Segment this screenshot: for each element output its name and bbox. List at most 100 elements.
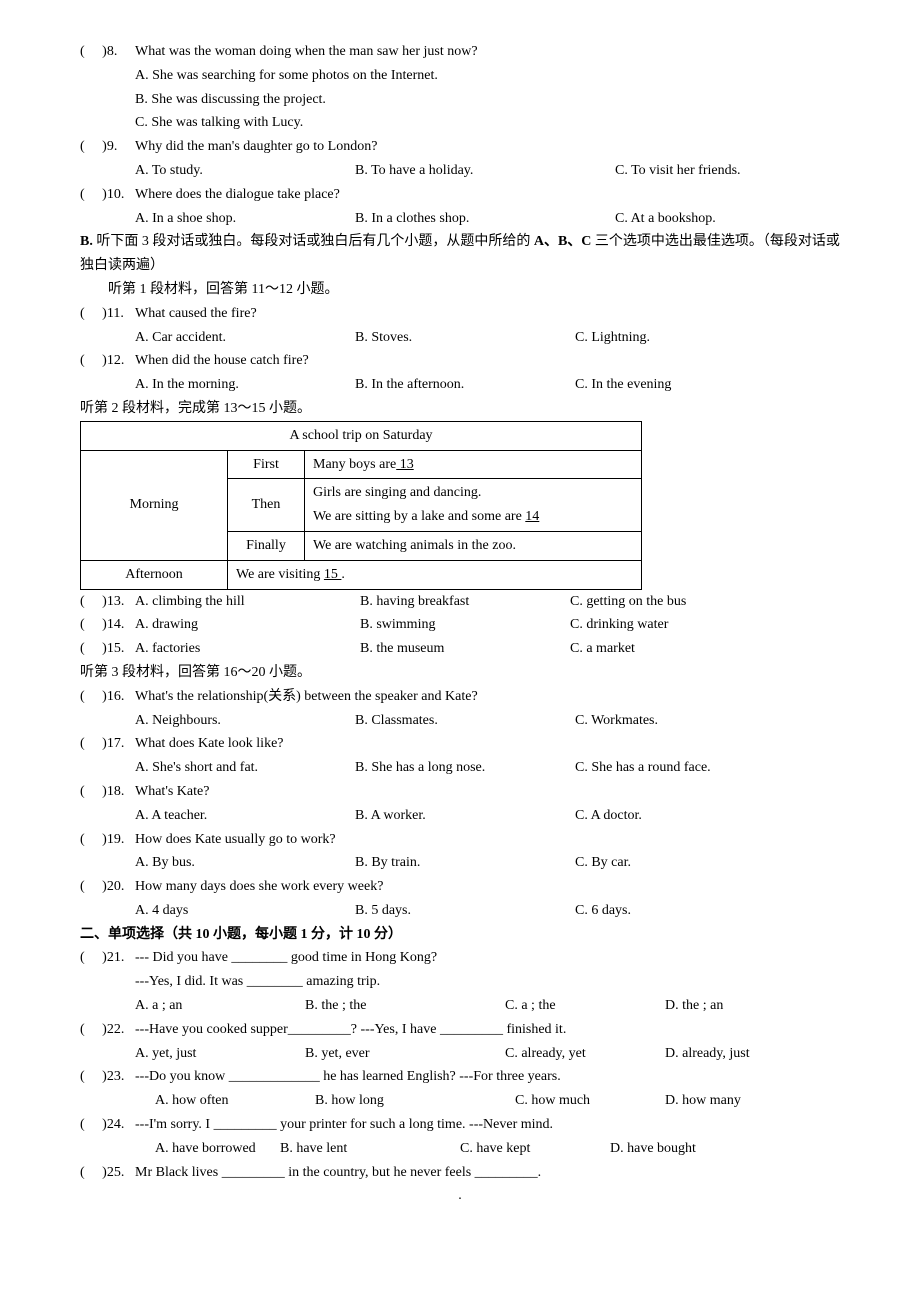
opt-b: B. A worker.	[355, 804, 575, 828]
opt-a: A. climbing the hill	[135, 590, 360, 614]
opt-a: A. To study.	[135, 159, 355, 183]
options: A. have borrowed B. have lent C. have ke…	[80, 1137, 840, 1161]
opt-c: C. A doctor.	[575, 804, 642, 828]
opt-c: C. To visit her friends.	[615, 159, 741, 183]
opt-c: C. have kept	[460, 1137, 610, 1161]
trip-table: A school trip on Saturday Morning First …	[80, 421, 642, 590]
opt-b: B. how long	[315, 1089, 515, 1113]
opt-c: C. 6 days.	[575, 899, 631, 923]
question-text: ---I'm sorry. I _________ your printer f…	[135, 1113, 840, 1137]
opt-b: B. swimming	[360, 613, 570, 637]
trip-then: Then	[228, 479, 305, 532]
question-text: What does Kate look like?	[135, 732, 840, 756]
paren: ( )22.	[80, 1018, 135, 1042]
options: A. She was searching for some photos on …	[80, 64, 840, 135]
question-text: ---Do you know _____________ he has lear…	[135, 1065, 840, 1089]
section-b-label: B.	[80, 234, 93, 249]
paren: ( )9.	[80, 135, 135, 159]
paren: ( )17.	[80, 732, 135, 756]
opt-d: D. already, just	[665, 1042, 750, 1066]
opt-a: A. She's short and fat.	[135, 756, 355, 780]
opt-b: B. To have a holiday.	[355, 159, 615, 183]
opt-d: D. the ; an	[665, 994, 723, 1018]
options: A. By bus. B. By train. C. By car.	[80, 851, 840, 875]
trip-row2: Girls are singing and dancing. We are si…	[305, 479, 642, 532]
question-18: ( )18. What's Kate?	[80, 780, 840, 804]
options: A. a ; an B. the ; the C. a ; the D. the…	[80, 994, 840, 1018]
paren: ( )24.	[80, 1113, 135, 1137]
paren: ( )11.	[80, 302, 135, 326]
opt-b: B. In the afternoon.	[355, 373, 575, 397]
paren: ( )14.	[80, 613, 135, 637]
question-24: ( )24. ---I'm sorry. I _________ your pr…	[80, 1113, 840, 1137]
trip-finally: Finally	[228, 531, 305, 560]
question-16: ( )16. What's the relationship(关系) betwe…	[80, 685, 840, 709]
options: A. factories B. the museum C. a market	[135, 637, 840, 661]
question-14: ( )14. A. drawing B. swimming C. drinkin…	[80, 613, 840, 637]
opt-c: C. already, yet	[505, 1042, 665, 1066]
options: A. A teacher. B. A worker. C. A doctor.	[80, 804, 840, 828]
opt-b: B. yet, ever	[305, 1042, 505, 1066]
opt-b: B. 5 days.	[355, 899, 575, 923]
paren: ( )19.	[80, 828, 135, 852]
opt-b: B. having breakfast	[360, 590, 570, 614]
trip-title: A school trip on Saturday	[81, 421, 642, 450]
trip-first: First	[228, 450, 305, 479]
question-text: How many days does she work every week?	[135, 875, 840, 899]
options: A. In the morning. B. In the afternoon. …	[80, 373, 840, 397]
opt-a: A. Neighbours.	[135, 709, 355, 733]
opt-c: C. a ; the	[505, 994, 665, 1018]
opt-b: B. By train.	[355, 851, 575, 875]
question-text: --- Did you have ________ good time in H…	[135, 946, 840, 970]
question-text: ---Have you cooked supper_________? ---Y…	[135, 1018, 840, 1042]
paren: ( )13.	[80, 590, 135, 614]
question-21-line2: ---Yes, I did. It was ________ amazing t…	[80, 970, 840, 994]
paren: ( )20.	[80, 875, 135, 899]
question-21: ( )21. --- Did you have ________ good ti…	[80, 946, 840, 970]
opt-a: A. In the morning.	[135, 373, 355, 397]
trip-row4: We are visiting 15 .	[228, 560, 642, 589]
trip-morning: Morning	[81, 450, 228, 560]
question-13: ( )13. A. climbing the hill B. having br…	[80, 590, 840, 614]
question-text: What caused the fire?	[135, 302, 840, 326]
question-20: ( )20. How many days does she work every…	[80, 875, 840, 899]
opt-b: B. She was discussing the project.	[135, 88, 840, 112]
opt-d: D. how many	[665, 1089, 741, 1113]
question-text: How does Kate usually go to work?	[135, 828, 840, 852]
options: A. drawing B. swimming C. drinking water	[135, 613, 840, 637]
opt-c: C. In the evening	[575, 373, 671, 397]
paren: ( )21.	[80, 946, 135, 970]
question-text: Mr Black lives _________ in the country,…	[135, 1161, 840, 1185]
passage-3-header: 听第 3 段材料，回答第 16～20 小题。	[80, 661, 840, 685]
options: A. climbing the hill B. having breakfast…	[135, 590, 840, 614]
passage-2-header: 听第 2 段材料，完成第 13～15 小题。	[80, 397, 840, 421]
paren: ( )25.	[80, 1161, 135, 1185]
section-b-header: B. 听下面 3 段对话或独白。每段对话或独白后有几个小题，从题中所给的 A、B…	[80, 230, 840, 278]
opt-a: A. A teacher.	[135, 804, 355, 828]
options: A. how often B. how long C. how much D. …	[80, 1089, 840, 1113]
options: A. yet, just B. yet, ever C. already, ye…	[80, 1042, 840, 1066]
question-10: ( )10. Where does the dialogue take plac…	[80, 183, 840, 207]
opt-c: C. She has a round face.	[575, 756, 711, 780]
trip-afternoon: Afternoon	[81, 560, 228, 589]
opt-a: A. 4 days	[135, 899, 355, 923]
options: A. In a shoe shop. B. In a clothes shop.…	[80, 207, 840, 231]
opt-b: B. the museum	[360, 637, 570, 661]
opt-d: D. have bought	[610, 1137, 696, 1161]
question-25: ( )25. Mr Black lives _________ in the c…	[80, 1161, 840, 1185]
opt-a: A. She was searching for some photos on …	[135, 64, 840, 88]
section-2-header: 二、单项选择（共 10 小题，每小题 1 分，计 10 分）	[80, 923, 840, 947]
question-text: When did the house catch fire?	[135, 349, 840, 373]
options: A. 4 days B. 5 days. C. 6 days.	[80, 899, 840, 923]
paren: ( )8.	[80, 40, 135, 64]
passage-1-header: 听第 1 段材料，回答第 11～12 小题。	[80, 278, 840, 302]
opt-c: C. getting on the bus	[570, 590, 686, 614]
trip-row1: Many boys are 13	[305, 450, 642, 479]
question-text: What's the relationship(关系) between the …	[135, 685, 840, 709]
question-9: ( )9. Why did the man's daughter go to L…	[80, 135, 840, 159]
paren: ( )18.	[80, 780, 135, 804]
question-8: ( )8. What was the woman doing when the …	[80, 40, 840, 64]
opt-c: C. At a bookshop.	[615, 207, 716, 231]
opt-b: B. She has a long nose.	[355, 756, 575, 780]
question-15: ( )15. A. factories B. the museum C. a m…	[80, 637, 840, 661]
